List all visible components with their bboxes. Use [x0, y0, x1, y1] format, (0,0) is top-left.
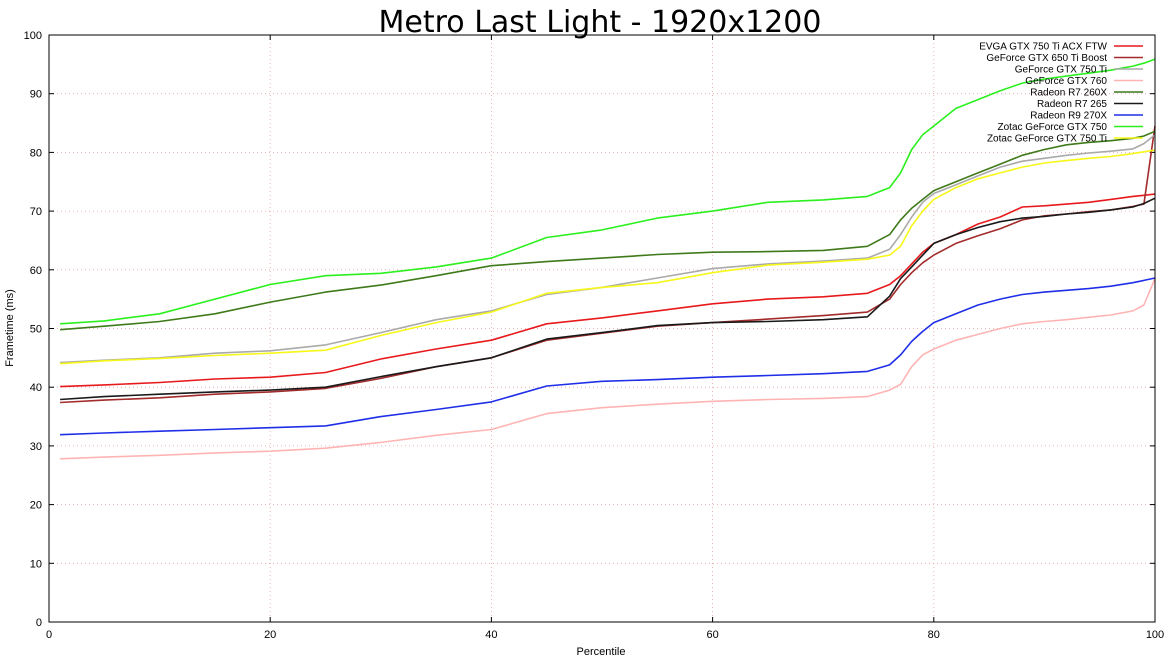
y-tick-label: 90: [30, 89, 42, 101]
y-tick-label: 30: [30, 441, 42, 453]
series-line-3: [60, 278, 1156, 460]
series-lines: [60, 58, 1156, 460]
series-line-2: [60, 134, 1156, 364]
legend-label: GeForce GTX 750 Ti: [1015, 65, 1107, 76]
x-tick-label: 80: [928, 629, 940, 641]
series-line-0: [60, 193, 1156, 388]
series-line-7: [60, 58, 1156, 325]
series-line-6: [60, 277, 1156, 436]
x-tick-label: 20: [264, 629, 276, 641]
y-tick-label: 20: [30, 500, 42, 512]
y-tick-label: 10: [30, 558, 42, 570]
x-axis-label: Percentile: [577, 646, 626, 658]
x-tick-label: 40: [485, 629, 497, 641]
chart-title: Metro Last Light - 1920x1200: [379, 5, 822, 40]
legend-label: GeForce GTX 650 Ti Boost: [986, 53, 1107, 64]
x-tick-label: 60: [706, 629, 718, 641]
axis-ticks: 0 10 20 30 40 50 60 70 80 90 100 0 20 40 60 80 100: [24, 30, 1165, 641]
x-tick-label: 0: [46, 629, 52, 641]
y-tick-label: 40: [30, 382, 42, 394]
plot-frame: [48, 34, 1156, 623]
x-tick-label: 100: [1146, 629, 1164, 641]
legend-label: GeForce GTX 760: [1025, 76, 1107, 87]
legend-label: Radeon R9 270X: [1030, 111, 1107, 122]
legend-label: Radeon R7 265: [1037, 99, 1107, 110]
y-tick-label: 60: [30, 265, 42, 277]
legend-label: EVGA GTX 750 Ti ACX FTW: [979, 42, 1107, 53]
y-tick-label: 0: [36, 617, 42, 629]
legend-label: Zotac GeForce GTX 750: [998, 122, 1108, 133]
legend-label: Zotac GeForce GTX 750 Ti: [987, 134, 1107, 145]
series-line-8: [60, 149, 1156, 365]
series-line-5: [60, 197, 1156, 401]
series-line-4: [60, 130, 1156, 331]
y-tick-label: 80: [30, 147, 42, 159]
y-axis-label: Frametime (ms): [4, 289, 16, 367]
y-tick-label: 100: [24, 30, 42, 42]
y-tick-label: 50: [30, 324, 42, 336]
legend-label: Radeon R7 260X: [1030, 88, 1107, 99]
grid: [49, 35, 1155, 622]
y-tick-label: 70: [30, 206, 42, 218]
